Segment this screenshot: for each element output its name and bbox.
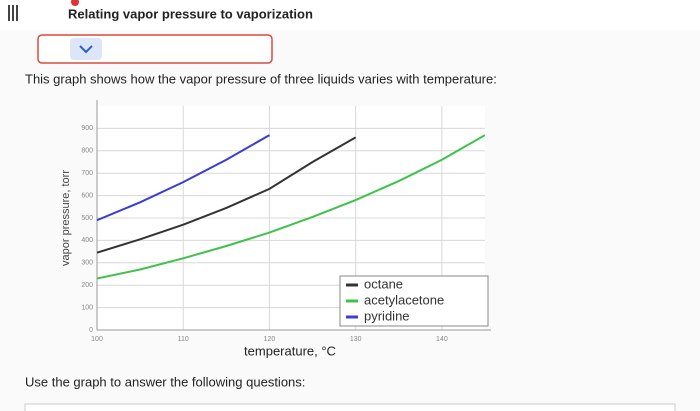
legend-label: pyridine [364,308,410,323]
chevron-button[interactable] [70,38,102,60]
y-tick-label: 0 [89,327,93,334]
y-axis-label: vapor pressure, torr [60,170,72,266]
y-tick-label: 200 [81,282,93,289]
y-tick-label: 800 [81,148,93,155]
legend-label: octane [364,276,403,291]
y-tick-label: 600 [81,192,93,199]
page-title: Relating vapor pressure to vaporization [68,6,313,21]
chart: 0 100 200 300 400 500 600 700 800 900 100 110 120 130… [60,100,491,358]
legend-box [339,275,489,327]
y-tick-label: 500 [81,215,93,222]
y-tick-label: 300 [81,260,93,267]
status-dot [71,0,79,6]
x-tick-label: 110 [178,336,189,343]
x-tick-label: 140 [436,336,448,343]
y-tick-label: 400 [81,237,93,244]
x-tick-label: 130 [350,336,362,343]
intro-text: This graph shows how the vapor pressure … [25,71,497,86]
question-box [24,403,676,411]
x-axis-label: temperature, °C [244,343,336,358]
chevron [79,45,93,54]
y-tick-label: 900 [81,125,93,132]
top-bar [0,0,700,30]
instruction-text: Use the graph to answer the following qu… [25,374,305,389]
series-line [97,134,485,280]
y-tick-label: 100 [81,304,93,311]
legend-label: acetylacetone [364,292,444,307]
series-line [97,136,357,254]
series-line [97,134,270,222]
y-tick-label: 700 [81,170,93,177]
x-tick-label: 120 [264,336,276,343]
x-tick-label: 100 [91,336,103,343]
menu-icon[interactable] [8,5,18,21]
